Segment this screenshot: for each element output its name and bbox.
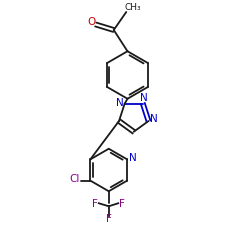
Text: N: N	[140, 93, 148, 103]
Text: O: O	[88, 18, 96, 28]
Text: F: F	[92, 199, 98, 209]
Text: Cl: Cl	[70, 174, 80, 184]
Text: N: N	[150, 114, 158, 124]
Text: N: N	[129, 153, 136, 163]
Text: F: F	[119, 199, 125, 209]
Text: F: F	[106, 214, 112, 224]
Text: N: N	[116, 98, 124, 108]
Text: CH₃: CH₃	[125, 3, 142, 12]
